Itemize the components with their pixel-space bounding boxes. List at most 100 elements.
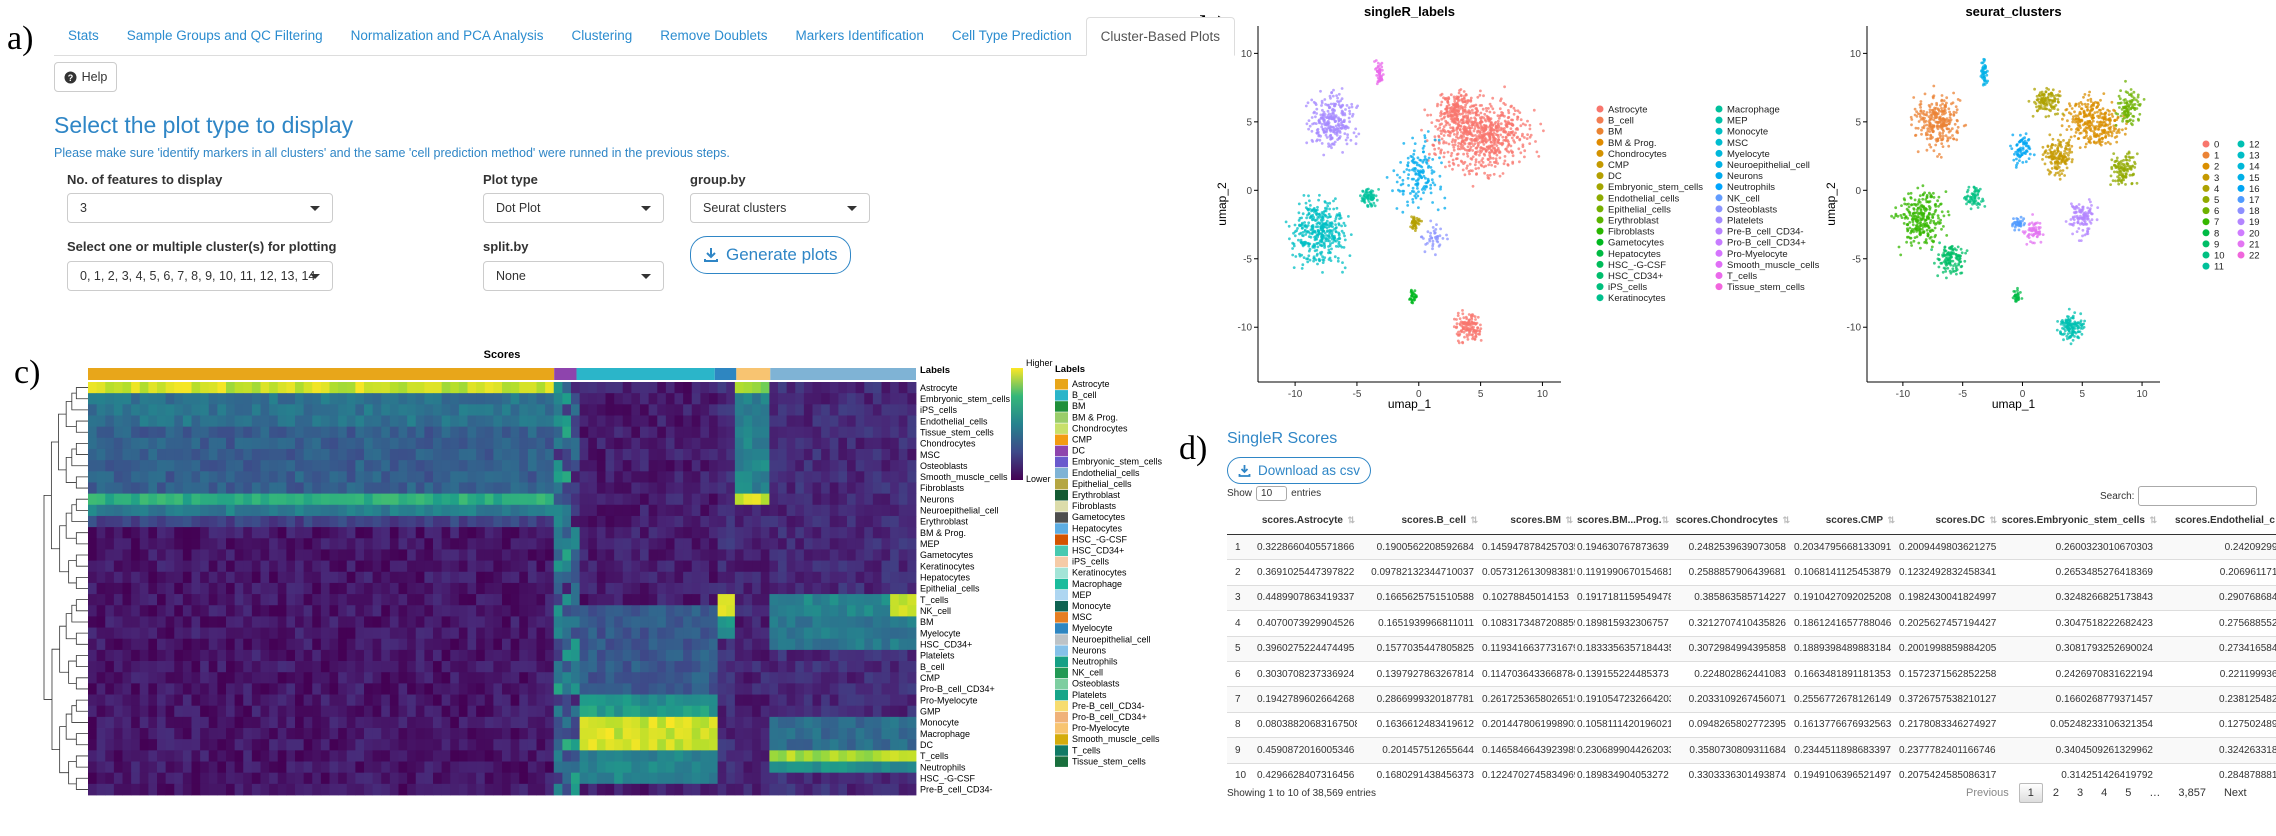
cell-point <box>1925 221 1929 225</box>
heatmap-cell <box>450 382 460 394</box>
heatmap-cell <box>803 415 813 428</box>
cell-point <box>1336 138 1339 142</box>
cell-point <box>1443 196 1447 200</box>
y-tick-label: 0 <box>1246 186 1252 197</box>
heatmap-cell <box>484 404 494 416</box>
cell-point <box>2125 162 2129 165</box>
cell-point <box>1945 96 1949 100</box>
heatmap-cell <box>571 426 581 439</box>
heatmap-cell <box>734 393 744 405</box>
heatmap-cell <box>769 448 779 461</box>
cell-point <box>2085 134 2088 138</box>
cell-point <box>1477 160 1481 164</box>
heatmap-cell <box>648 404 658 416</box>
cell-point <box>1479 124 1483 127</box>
heatmap-cell <box>829 393 839 405</box>
cell-point <box>2070 107 2074 110</box>
cell-point <box>2067 307 2071 311</box>
heatmap-cell <box>898 471 908 483</box>
x-tick-label: -5 <box>1352 389 1361 400</box>
cell-point <box>2018 224 2022 228</box>
heatmap-cell <box>88 393 98 405</box>
cell-point <box>1474 103 1478 107</box>
cell-point <box>1474 113 1478 117</box>
cell-point <box>1312 100 1316 104</box>
cell-point <box>2086 105 2089 109</box>
cell-point <box>2081 234 2084 238</box>
cell-point <box>1484 150 1488 153</box>
cell-point <box>1472 129 1476 133</box>
legend-key <box>1715 205 1723 213</box>
heatmap-cell <box>778 404 788 416</box>
cell-point <box>2025 141 2028 145</box>
heatmap-cell <box>510 448 520 461</box>
cell-point <box>1312 259 1315 263</box>
cell-point <box>1947 122 1951 126</box>
cell-point <box>1347 106 1351 110</box>
cell-point <box>2019 291 2022 294</box>
cell-point <box>1941 270 1945 274</box>
cell-point <box>1306 260 1310 264</box>
heatmap-cell <box>96 426 106 439</box>
heatmap-cell <box>295 471 305 483</box>
heatmap-cell <box>88 448 98 461</box>
cell-point <box>1969 207 1973 211</box>
cell-point <box>2073 118 2077 122</box>
y-tick-label: 10 <box>1850 49 1862 60</box>
heatmap-cell <box>113 393 123 405</box>
cell-point <box>1981 66 1985 70</box>
cell-point <box>2011 133 2015 137</box>
heatmap-cell <box>312 382 322 394</box>
cell-point <box>1925 208 1929 211</box>
heatmap-cell <box>467 460 477 472</box>
cell-point <box>1450 129 1454 133</box>
cell-point <box>1941 124 1944 128</box>
heatmap-cell <box>536 460 546 472</box>
heatmap-cell <box>812 382 822 394</box>
heatmap-cell <box>622 393 632 405</box>
heatmap-cell <box>717 448 727 461</box>
cell-point <box>1521 122 1525 126</box>
cell-point <box>1500 143 1504 147</box>
heatmap-cell <box>812 437 822 450</box>
heatmap-cell <box>545 471 555 483</box>
heatmap-cell <box>881 448 891 461</box>
cell-point <box>1431 201 1434 204</box>
heatmap-cell <box>674 415 684 428</box>
cell-point <box>2047 88 2050 91</box>
heatmap-cell <box>96 404 106 416</box>
heatmap-cell <box>277 415 287 428</box>
cell-point <box>2119 180 2123 183</box>
cell-point <box>1367 187 1370 191</box>
cell-point <box>2124 127 2128 130</box>
heatmap-cell <box>96 382 106 394</box>
heatmap-cell <box>545 382 555 394</box>
heatmap-cell <box>226 393 236 405</box>
heatmap-cell <box>855 460 865 472</box>
cell-point <box>2041 145 2045 149</box>
cell-point <box>1308 124 1312 128</box>
heatmap-cell <box>527 404 537 416</box>
cell-point <box>1925 200 1929 204</box>
cell-point <box>1330 247 1333 251</box>
cell-point <box>1923 124 1926 128</box>
heatmap-cell <box>691 460 701 472</box>
cell-point <box>1906 222 1909 226</box>
heatmap-cell <box>139 415 149 428</box>
cell-point <box>2051 152 2055 156</box>
cell-point <box>1965 249 1969 253</box>
cell-point <box>1453 99 1457 103</box>
cell-point <box>2110 100 2114 104</box>
heatmap-cell <box>700 426 710 439</box>
heatmap-cell <box>717 404 727 416</box>
heatmap-cell <box>208 415 218 428</box>
heatmap-cell <box>665 393 675 405</box>
cell-point <box>1485 109 1489 113</box>
cell-point <box>1456 314 1460 317</box>
heatmap-cell <box>372 460 382 472</box>
heatmap-cell <box>527 448 537 461</box>
cell-point <box>1327 142 1330 146</box>
cell-point <box>1455 326 1458 330</box>
cell-point <box>1473 328 1476 332</box>
heatmap-cell <box>269 448 279 461</box>
